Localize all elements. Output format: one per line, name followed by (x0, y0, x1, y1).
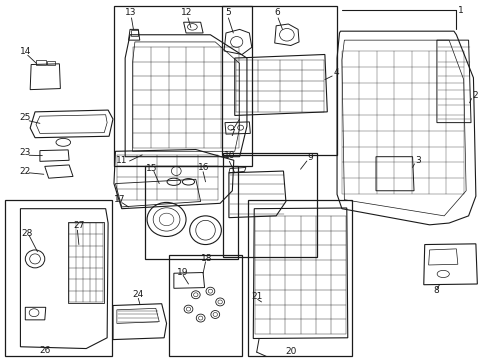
Text: 10: 10 (223, 151, 235, 160)
Text: 19: 19 (177, 268, 188, 277)
Bar (144, 166, 238, 259)
Text: 26: 26 (39, 346, 50, 355)
Bar (36, 60, 46, 64)
Text: 20: 20 (285, 347, 296, 356)
Text: 6: 6 (274, 8, 280, 17)
Bar (5, 200, 112, 356)
Bar (169, 255, 242, 356)
Text: 16: 16 (198, 163, 209, 172)
Text: 24: 24 (132, 290, 143, 299)
Bar (47, 61, 55, 64)
Text: 2: 2 (471, 91, 477, 100)
Text: 15: 15 (146, 164, 157, 173)
Text: 5: 5 (224, 8, 230, 17)
Text: 9: 9 (307, 153, 313, 162)
Text: 4: 4 (332, 68, 338, 77)
Bar (221, 6, 336, 155)
Text: 1: 1 (457, 6, 463, 15)
Text: 3: 3 (414, 157, 420, 166)
Bar (248, 200, 351, 356)
Text: 27: 27 (73, 221, 84, 230)
Text: 17: 17 (114, 195, 126, 204)
Text: 8: 8 (433, 286, 438, 295)
Bar (222, 153, 316, 257)
Text: 7: 7 (228, 129, 234, 138)
Bar (68, 222, 104, 303)
Text: 12: 12 (181, 8, 192, 17)
Text: 21: 21 (251, 292, 262, 301)
Text: 25: 25 (20, 113, 31, 122)
Text: 28: 28 (21, 229, 33, 238)
Text: 23: 23 (20, 148, 31, 157)
Bar (131, 30, 138, 36)
Bar (114, 6, 251, 166)
Text: 18: 18 (200, 254, 212, 263)
Text: 22: 22 (20, 167, 31, 176)
Text: 13: 13 (125, 8, 136, 17)
Text: 11: 11 (116, 156, 128, 165)
Text: 14: 14 (20, 48, 32, 57)
